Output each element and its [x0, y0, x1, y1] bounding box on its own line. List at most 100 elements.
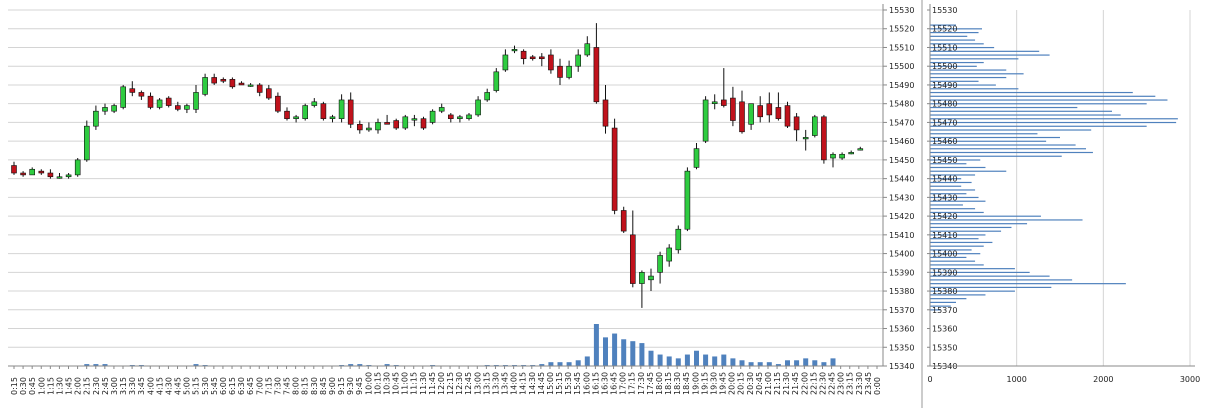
- main-x-tick-label: 12:15: [446, 372, 455, 395]
- profile-y-tick-label: 15370: [932, 306, 957, 315]
- main-x-tick-label: 8:15: [301, 377, 310, 395]
- profile-y-tick-label: 15450: [932, 156, 957, 165]
- profile-bar: [930, 204, 963, 206]
- main-x-tick-label: 16:15: [591, 372, 600, 395]
- volume-bar: [575, 360, 581, 366]
- chart-frames: [8, 0, 1195, 408]
- candle-body: [93, 110, 99, 127]
- candle-body: [402, 116, 409, 129]
- candle-body: [356, 123, 363, 131]
- main-x-tick-label: 7:00: [255, 377, 264, 395]
- candle-body: [739, 101, 745, 133]
- profile-bar: [930, 170, 1007, 172]
- candle-body: [748, 103, 754, 125]
- profile-bar: [930, 39, 976, 41]
- candle-body: [393, 120, 400, 129]
- main-x-tick-label: 1:15: [46, 377, 55, 395]
- main-x-tick-label: 20:45: [755, 372, 764, 395]
- volume-bar: [748, 362, 754, 366]
- main-x-tick-label: 0:45: [28, 377, 37, 395]
- volume-bar: [639, 343, 645, 366]
- profile-bar: [930, 121, 1177, 124]
- main-x-tick-label: 17:15: [628, 372, 637, 395]
- volume-bar: [630, 341, 636, 366]
- main-x-tick-label: 2:30: [92, 377, 101, 395]
- main-x-tick-label: 18:15: [664, 372, 673, 395]
- volume-bar: [675, 358, 681, 366]
- profile-bar: [930, 189, 976, 191]
- candle-body: [74, 159, 81, 176]
- main-x-tick-label: 8:30: [310, 377, 319, 395]
- main-y-tick-label: 15450: [889, 156, 914, 165]
- profile-bar: [930, 24, 956, 26]
- main-x-tick-label: 16:30: [600, 372, 609, 395]
- main-x-tick-label: 4:30: [164, 377, 173, 395]
- main-x-tick-label: 9:15: [337, 377, 346, 395]
- main-y-tick-label: 15480: [889, 100, 914, 109]
- candle-body: [102, 107, 108, 112]
- main-x-tick-label: 11:00: [401, 372, 410, 395]
- main-x-tick-label: 10:30: [382, 372, 391, 395]
- candle-body: [684, 170, 691, 230]
- main-x-tick-label: 9:30: [346, 377, 355, 395]
- candle-body: [47, 172, 54, 178]
- main-x-tick-label: 14:00: [510, 372, 519, 395]
- candle-body: [20, 172, 26, 176]
- volume-bar: [566, 362, 572, 366]
- main-y-tick-label: 15340: [889, 362, 914, 371]
- main-x-tick-label: 5:15: [192, 377, 201, 395]
- candle-body: [211, 77, 217, 84]
- volume-bar: [548, 362, 554, 366]
- profile-bar: [930, 196, 979, 199]
- profile-bar: [930, 95, 1156, 97]
- candle-body: [265, 88, 272, 99]
- profile-y-tick-label: 15460: [932, 137, 957, 146]
- candle-body: [320, 103, 327, 119]
- candle-body: [720, 99, 727, 106]
- volume-bar: [730, 358, 736, 366]
- profile-bar: [930, 61, 984, 64]
- main-y-tick-label: 15350: [889, 343, 914, 352]
- candle-body: [629, 234, 636, 284]
- profile-bar: [930, 200, 986, 202]
- candle-body: [693, 148, 700, 168]
- volume-bar: [775, 364, 781, 366]
- main-x-tick-label: 21:45: [791, 372, 800, 395]
- candle-body: [111, 105, 117, 112]
- profile-bar: [930, 253, 981, 255]
- main-x-tick-label: 11:45: [428, 372, 437, 395]
- candle-body: [175, 105, 181, 110]
- profile-y-tick-label: 15440: [932, 175, 957, 184]
- main-x-tick-label: 10:15: [373, 372, 382, 395]
- profile-bar: [930, 69, 1007, 71]
- main-x-tick-label: 0:30: [19, 377, 28, 395]
- main-x-tick-label: 2:00: [74, 377, 83, 395]
- volume-bar: [757, 362, 763, 366]
- candle-body: [593, 47, 600, 103]
- candle-body: [56, 176, 63, 179]
- main-x-tick-label: 10:00: [364, 372, 373, 395]
- main-x-tick-label: 19:15: [700, 372, 709, 395]
- main-x-tick-label: 7:30: [273, 377, 282, 395]
- volume-bar: [539, 364, 545, 366]
- main-x-tick-label: 8:00: [292, 377, 301, 395]
- profile-bar: [930, 159, 981, 161]
- profile-bar: [930, 301, 956, 303]
- main-x-tick-label: 11:15: [410, 372, 419, 395]
- main-x-tick-label: 22:45: [828, 372, 837, 395]
- candle-body: [466, 114, 472, 119]
- volume-bar: [803, 358, 809, 366]
- main-y-tick-label: 15420: [889, 212, 914, 221]
- profile-bar: [930, 249, 972, 251]
- volume-bar: [666, 356, 672, 366]
- profile-bar: [930, 140, 1047, 142]
- profile-y-tick-label: 15410: [932, 231, 957, 240]
- profile-bar: [930, 91, 1133, 94]
- profile-y-tick-label: 15360: [932, 325, 957, 334]
- profile-bar: [930, 129, 1092, 131]
- candle-body: [65, 174, 72, 178]
- profile-bar: [930, 226, 1012, 229]
- main-x-tick-label: 20:30: [746, 372, 755, 395]
- main-x-tick-label: 6:30: [237, 377, 246, 395]
- main-x-tick-label: 22:15: [809, 372, 818, 395]
